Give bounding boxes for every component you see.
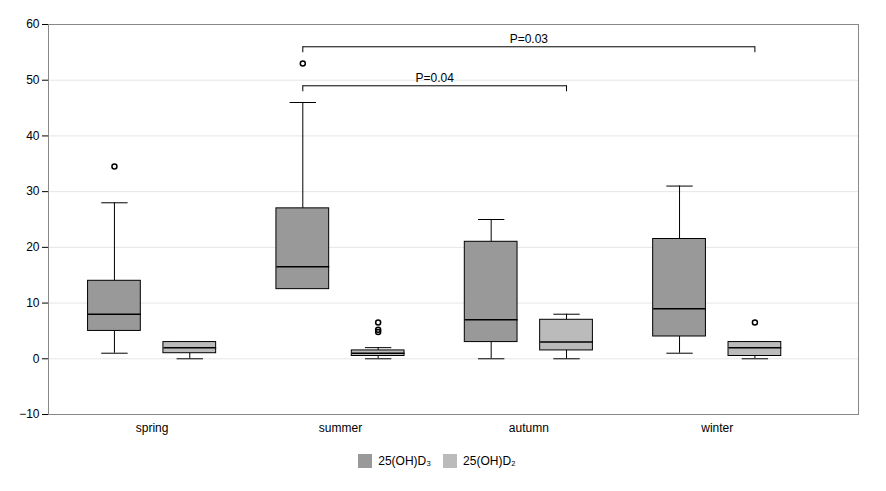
svg-text:20: 20: [26, 240, 40, 254]
svg-text:10: 10: [26, 296, 40, 310]
svg-text:P=0.04: P=0.04: [415, 71, 454, 85]
svg-text:60: 60: [26, 17, 40, 31]
html-text:25(OH)D₃: 25(OH)D₃: [378, 453, 432, 468]
svg-text:0: 0: [33, 352, 40, 366]
html-text:25(OH)D₂: 25(OH)D₂: [463, 453, 516, 468]
svg-text:40: 40: [26, 129, 40, 143]
svg-text:P=0.03: P=0.03: [510, 32, 549, 46]
svg-text:50: 50: [26, 73, 40, 87]
svg-text:30: 30: [26, 184, 40, 198]
svg-text:spring: spring: [136, 421, 169, 435]
svg-text:autumn: autumn: [509, 421, 549, 435]
svg-text:−10: −10: [19, 407, 40, 421]
svg-text:summer: summer: [319, 421, 362, 435]
svg-text:winter: winter: [700, 421, 733, 435]
